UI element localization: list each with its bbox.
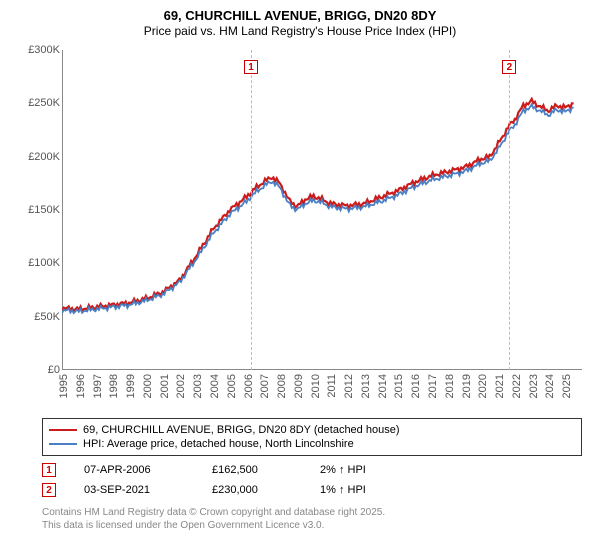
legend-label: HPI: Average price, detached house, Nort… bbox=[83, 438, 354, 450]
events-table: 1 07-APR-2006 £162,500 2% ↑ HPI 2 03-SEP-2021… bbox=[42, 460, 582, 500]
chart-container: 69, CHURCHILL AVENUE, BRIGG, DN20 8DY Pr… bbox=[0, 0, 600, 560]
y-tick-label: £0 bbox=[12, 364, 60, 376]
event-marker: 2 bbox=[502, 60, 516, 74]
y-tick-label: £300K bbox=[12, 44, 60, 56]
legend: 69, CHURCHILL AVENUE, BRIGG, DN20 8DY (d… bbox=[42, 418, 582, 456]
footer-line: This data is licensed under the Open Gov… bbox=[42, 519, 588, 532]
y-tick-label: £150K bbox=[12, 204, 60, 216]
x-tick-label: 2025 bbox=[561, 374, 600, 398]
chart-subtitle: Price paid vs. HM Land Registry's House … bbox=[12, 24, 588, 38]
event-delta: 2% ↑ HPI bbox=[320, 464, 366, 476]
event-date: 07-APR-2006 bbox=[84, 464, 184, 476]
event-row: 2 03-SEP-2021 £230,000 1% ↑ HPI bbox=[42, 480, 582, 500]
event-row: 1 07-APR-2006 £162,500 2% ↑ HPI bbox=[42, 460, 582, 480]
y-tick-label: £50K bbox=[12, 311, 60, 323]
event-vline bbox=[509, 50, 510, 370]
event-num-box: 2 bbox=[42, 483, 56, 497]
plot-area: £0£50K£100K£150K£200K£250K£300K 12 19951… bbox=[12, 44, 588, 414]
series-line bbox=[62, 99, 574, 311]
event-vline bbox=[251, 50, 252, 370]
event-marker: 1 bbox=[244, 60, 258, 74]
legend-label: 69, CHURCHILL AVENUE, BRIGG, DN20 8DY (d… bbox=[83, 424, 400, 436]
footer: Contains HM Land Registry data © Crown c… bbox=[42, 506, 588, 532]
chart-title: 69, CHURCHILL AVENUE, BRIGG, DN20 8DY bbox=[12, 8, 588, 23]
y-tick-label: £100K bbox=[12, 257, 60, 269]
legend-item-property: 69, CHURCHILL AVENUE, BRIGG, DN20 8DY (d… bbox=[49, 423, 575, 437]
event-price: £230,000 bbox=[212, 484, 292, 496]
legend-swatch bbox=[49, 429, 77, 431]
y-tick-label: £250K bbox=[12, 97, 60, 109]
footer-line: Contains HM Land Registry data © Crown c… bbox=[42, 506, 588, 519]
event-date: 03-SEP-2021 bbox=[84, 484, 184, 496]
legend-swatch bbox=[49, 443, 77, 445]
line-series bbox=[62, 50, 582, 370]
legend-item-hpi: HPI: Average price, detached house, Nort… bbox=[49, 437, 575, 451]
event-delta: 1% ↑ HPI bbox=[320, 484, 366, 496]
series-line bbox=[62, 104, 574, 313]
y-tick-label: £200K bbox=[12, 151, 60, 163]
event-price: £162,500 bbox=[212, 464, 292, 476]
event-num-box: 1 bbox=[42, 463, 56, 477]
